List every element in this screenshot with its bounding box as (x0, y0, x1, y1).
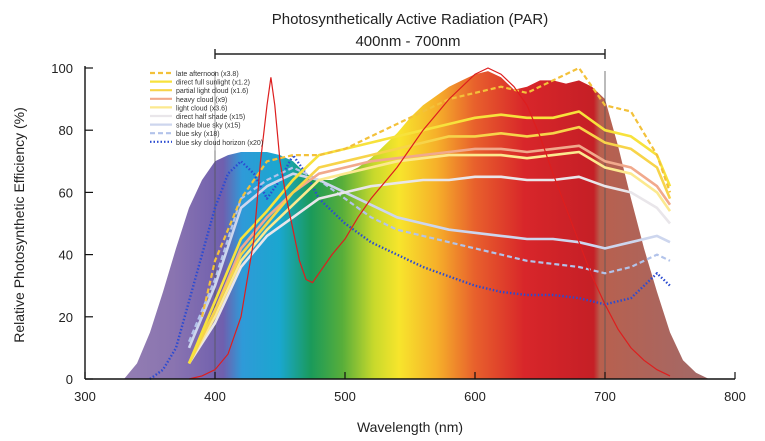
axes (84, 66, 736, 380)
legend: late afternoon (x3.8) direct full sunligh… (147, 69, 263, 151)
chart-title: Photosynthetically Active Radiation (PAR… (272, 11, 549, 28)
y-tick-labels: 0 20 40 60 80 100 (51, 61, 73, 387)
par-range-label: 400nm - 700nm (355, 33, 460, 50)
x-tick-label: 700 (594, 389, 616, 404)
x-tick-label: 800 (724, 389, 746, 404)
x-tick-label: 600 (464, 389, 486, 404)
series-line-5 (187, 175, 671, 365)
series-line-4 (187, 150, 672, 365)
y-tick-label: 20 (59, 310, 73, 325)
y-tick-label: 100 (51, 61, 73, 76)
legend-entry-label: late afternoon (x3.8) (176, 71, 239, 78)
y-tick-label: 40 (59, 248, 73, 263)
par-boundary-lines (214, 71, 606, 379)
light-series-group (149, 66, 672, 380)
series-line-2 (187, 125, 672, 364)
series-line-1 (187, 110, 672, 364)
series-line-6 (187, 172, 671, 349)
legend-entry-label: direct half shade (x15) (176, 114, 245, 121)
legend-entry-label: direct full sunlight (x1.2) (176, 80, 250, 87)
legend-entry-label: light cloud (x3.6) (176, 105, 227, 112)
x-tick-label: 400 (204, 389, 226, 404)
legend-entry-label: heavy cloud (x9) (176, 97, 227, 104)
legend-entry-label: blue sky (x18) (176, 131, 220, 138)
series-line-0 (200, 66, 672, 318)
x-tick-label: 500 (334, 389, 356, 404)
x-tick-label: 300 (74, 389, 96, 404)
y-tick-label: 0 (66, 372, 73, 387)
x-tick-labels: 300 400 500 600 700 800 (74, 389, 746, 404)
legend-entry-label: shade blue sky (x15) (176, 123, 241, 130)
y-tick-label: 60 (59, 185, 73, 200)
x-axis-label: Wavelength (nm) (357, 419, 463, 435)
par-range-bracket (214, 49, 606, 59)
series-line-8 (149, 153, 671, 380)
y-axis-label: Relative Photosynthetic Efficiency (%) (11, 107, 27, 343)
legend-entry-label: blue sky cloud horizon (x20) (176, 140, 263, 147)
legend-entry-label: partial light cloud (x1.6) (176, 88, 248, 95)
y-tick-label: 80 (59, 123, 73, 138)
absorption-curve (188, 67, 671, 380)
series-line-3 (187, 144, 672, 364)
